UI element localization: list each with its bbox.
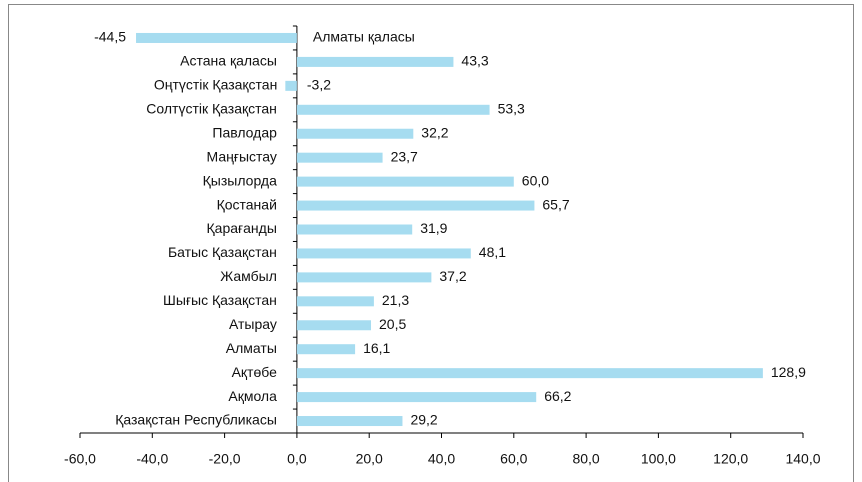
bar [296,104,490,115]
bar [296,56,454,67]
y-tick-label: Оңтүстік Қазақстан [154,77,277,93]
y-tick-label: Ақтөбе [232,364,278,380]
y-tick-label: Қазақстан Республикасы [115,412,277,428]
value-label: 43,3 [461,53,488,69]
bar [296,200,535,211]
y-tick-label: Солтүстік Қазақстан [146,100,277,116]
value-label: 32,2 [421,124,448,140]
y-tick-label: Жамбыл [220,268,277,284]
value-label: 65,7 [542,196,569,212]
y-tick-label: Маңғыстау [207,148,277,164]
bar [296,176,514,187]
x-tick-label: -60,0 [64,451,96,467]
bar [296,368,763,379]
value-label: -3,2 [307,77,331,93]
value-label: 53,3 [498,100,525,116]
y-tick-label: Атырау [229,316,277,332]
value-label: 23,7 [391,148,418,164]
x-tick-label: -40,0 [136,451,168,467]
value-label: 37,2 [439,268,466,284]
bar [296,296,374,307]
x-tick-label: 20,0 [356,451,383,467]
y-tick-label: Қостанай [217,196,277,212]
x-tick-label: 80,0 [572,451,599,467]
value-label: 60,0 [522,172,549,188]
bar [296,152,383,163]
x-tick-label: 60,0 [500,451,527,467]
y-tick-label: Қарағанды [207,220,277,236]
y-tick-label: Алматы [226,340,277,356]
bar [136,32,297,43]
y-tick-label: Қызылорда [203,172,277,188]
value-label: -44,5 [94,29,126,45]
y-tick-label: Алматы қаласы [313,29,415,45]
bar [296,248,471,259]
frame [8,4,854,482]
value-label: 20,5 [379,316,406,332]
bar [285,80,297,91]
y-tick-label: Ақмола [228,388,277,404]
value-label: 66,2 [544,388,571,404]
bar [296,416,403,427]
x-tick-label: 140,0 [785,451,820,467]
y-tick-label: Павлодар [212,124,277,140]
x-tick-label: 40,0 [428,451,455,467]
bar [296,224,413,235]
bar [296,392,537,403]
value-label: 128,9 [771,364,806,380]
bar [296,344,356,355]
bar [296,272,432,283]
value-label: 16,1 [363,340,390,356]
y-tick-label: Астана қаласы [180,53,277,69]
x-tick-label: 0,0 [287,451,307,467]
bar [296,320,372,331]
value-label: 31,9 [420,220,447,236]
value-label: 29,2 [410,412,437,428]
value-label: 48,1 [479,244,506,260]
x-tick-label: 120,0 [713,451,748,467]
value-label: 21,3 [382,292,409,308]
y-tick-label: Шығыс Қазақстан [163,292,277,308]
x-tick-label: 100,0 [641,451,676,467]
bar [296,128,414,139]
y-tick-label: Батыс Қазақстан [168,244,277,260]
x-tick-label: -20,0 [209,451,241,467]
